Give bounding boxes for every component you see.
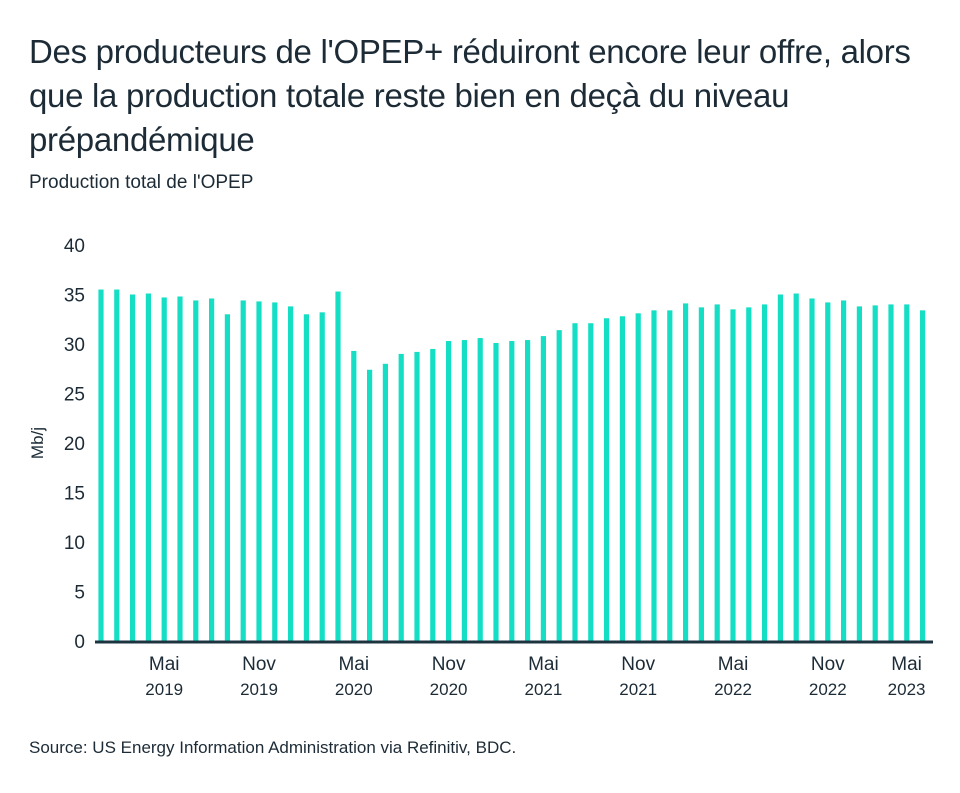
bar bbox=[762, 304, 768, 641]
bar bbox=[904, 304, 910, 641]
y-tick-label: 0 bbox=[74, 632, 85, 653]
chart-title: Des producteurs de l'OPEP+ réduiront enc… bbox=[29, 33, 911, 158]
bar bbox=[588, 323, 594, 641]
x-tick-month: Mai bbox=[718, 654, 749, 675]
bar bbox=[572, 323, 578, 641]
bar bbox=[382, 363, 388, 641]
bar bbox=[777, 294, 783, 641]
bar bbox=[335, 291, 341, 641]
bar bbox=[114, 289, 120, 641]
x-tick-month: Mai bbox=[528, 654, 559, 675]
bar bbox=[920, 310, 926, 641]
x-tick-year: 2021 bbox=[524, 680, 562, 699]
bar bbox=[161, 297, 167, 641]
bar bbox=[430, 348, 436, 641]
bar bbox=[698, 307, 704, 641]
x-tick-year: 2022 bbox=[809, 680, 847, 699]
bar bbox=[224, 314, 230, 641]
bar bbox=[288, 306, 294, 641]
x-tick-month: Mai bbox=[891, 654, 922, 675]
bar bbox=[872, 305, 878, 641]
bar bbox=[683, 303, 689, 641]
bar bbox=[604, 318, 610, 641]
bar bbox=[651, 310, 657, 641]
bar bbox=[351, 350, 357, 641]
x-tick-month: Mai bbox=[149, 654, 180, 675]
bar bbox=[367, 369, 373, 641]
bar bbox=[98, 289, 104, 641]
bar bbox=[130, 294, 136, 641]
y-tick-label: 15 bbox=[64, 484, 85, 505]
bar bbox=[493, 343, 499, 641]
y-axis-label: Mb/j bbox=[28, 427, 47, 459]
y-tick-label: 20 bbox=[64, 434, 85, 455]
bar bbox=[461, 340, 467, 641]
y-tick-label: 35 bbox=[64, 286, 85, 307]
x-tick-month: Nov bbox=[242, 654, 276, 675]
bar bbox=[730, 309, 736, 641]
x-tick-year: 2019 bbox=[240, 680, 278, 699]
x-tick-year: 2019 bbox=[145, 680, 183, 699]
bar bbox=[888, 304, 894, 641]
y-tick-label: 40 bbox=[64, 236, 85, 257]
bar bbox=[509, 341, 515, 641]
source-note: Source: US Energy Information Administra… bbox=[29, 738, 517, 757]
bar bbox=[714, 304, 720, 641]
bar bbox=[319, 312, 325, 641]
bar bbox=[841, 300, 847, 641]
x-tick-year: 2020 bbox=[430, 680, 468, 699]
bar bbox=[240, 300, 246, 641]
bar bbox=[619, 316, 625, 641]
x-tick-month: Nov bbox=[432, 654, 466, 675]
bar bbox=[303, 314, 309, 641]
y-tick-label: 5 bbox=[74, 583, 85, 604]
y-tick-label: 30 bbox=[64, 335, 85, 356]
bar bbox=[856, 306, 862, 641]
bar bbox=[256, 301, 262, 641]
bar bbox=[809, 298, 815, 641]
x-tick-year: 2020 bbox=[335, 680, 373, 699]
bar bbox=[793, 293, 799, 641]
y-tick-label: 25 bbox=[64, 385, 85, 406]
bar bbox=[272, 302, 278, 641]
bar bbox=[446, 341, 452, 641]
bar bbox=[477, 338, 483, 641]
bar bbox=[193, 300, 199, 641]
bar bbox=[525, 340, 531, 641]
bar bbox=[635, 313, 641, 641]
y-tick-label: 10 bbox=[64, 533, 85, 554]
x-tick-year: 2023 bbox=[888, 680, 926, 699]
bar bbox=[398, 353, 404, 641]
bar bbox=[746, 307, 752, 641]
bar bbox=[414, 351, 420, 641]
bar bbox=[209, 298, 215, 641]
bar bbox=[540, 336, 546, 641]
bar bbox=[667, 310, 673, 641]
x-tick-year: 2022 bbox=[714, 680, 752, 699]
bar bbox=[145, 293, 151, 641]
bar bbox=[556, 330, 562, 641]
x-tick-month: Nov bbox=[811, 654, 845, 675]
bar bbox=[177, 296, 183, 641]
chart-subtitle: Production total de l'OPEP bbox=[29, 172, 254, 193]
x-tick-year: 2021 bbox=[619, 680, 657, 699]
bar bbox=[825, 302, 831, 641]
x-tick-month: Nov bbox=[621, 654, 655, 675]
x-tick-month: Mai bbox=[338, 654, 369, 675]
